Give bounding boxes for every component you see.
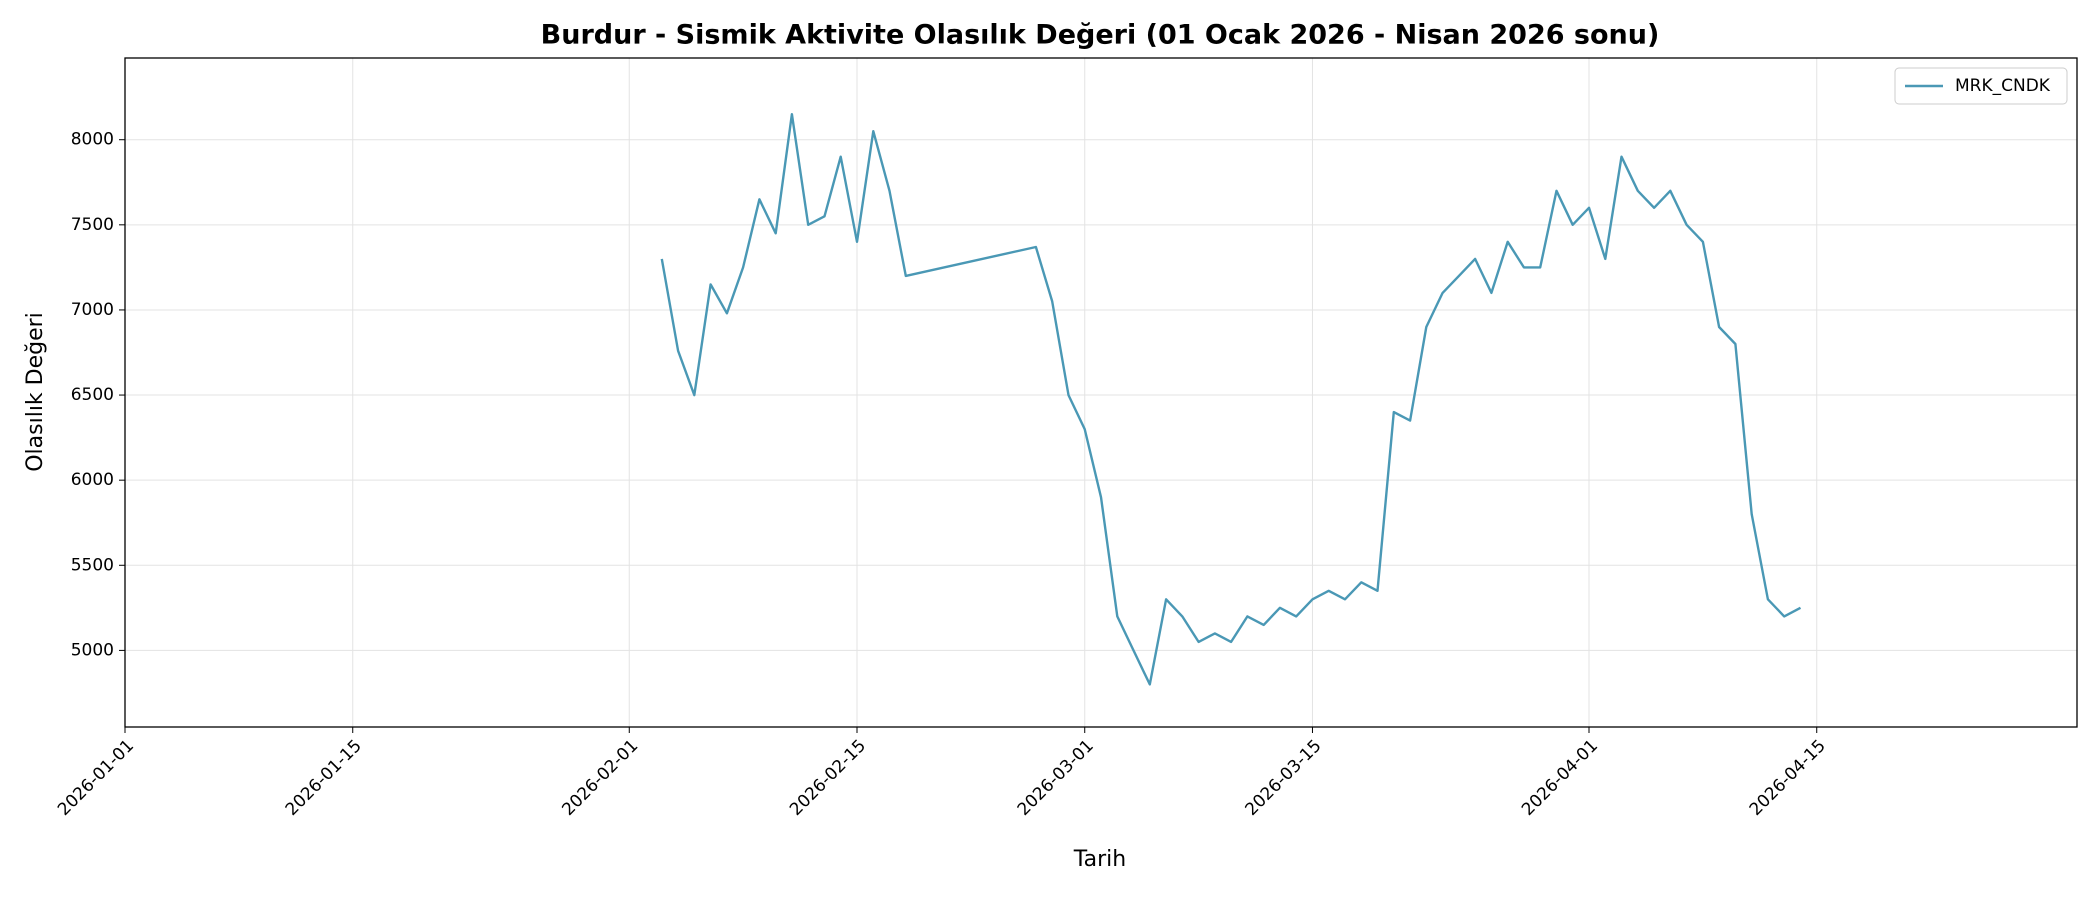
x-tick-label: 2026-04-15	[1746, 736, 1830, 820]
x-tick-label: 2026-02-01	[558, 736, 642, 820]
legend: MRK_CNDK	[1894, 67, 2068, 105]
y-tick-label: 5000	[71, 640, 114, 660]
x-tick-label: 2026-03-15	[1242, 736, 1326, 820]
legend-label: MRK_CNDK	[1955, 76, 2051, 96]
y-tick-label: 5500	[71, 555, 114, 575]
y-tick-label: 6000	[71, 470, 114, 490]
x-tick-label: 2026-01-15	[282, 736, 366, 820]
legend-box	[1894, 67, 2068, 105]
data-line	[660, 113, 1802, 686]
plot-frame	[124, 57, 2078, 728]
x-axis-label: Tarih	[1073, 847, 1126, 872]
x-tick-label: 2026-01-01	[54, 736, 138, 820]
chart-title: Burdur - Sismik Aktivite Olasılık Değeri…	[541, 20, 1660, 51]
x-tick-label: 2026-04-01	[1518, 736, 1602, 820]
y-tick-label: 7000	[71, 300, 114, 320]
x-tick-label: 2026-02-15	[786, 736, 870, 820]
y-tick-label: 6500	[71, 385, 114, 405]
y-tick-label: 8000	[71, 130, 114, 150]
y-tick-label: 7500	[71, 215, 114, 235]
x-tick-label: 2026-03-01	[1014, 736, 1098, 820]
y-axis-label: Olasılık Değeri	[23, 312, 48, 472]
